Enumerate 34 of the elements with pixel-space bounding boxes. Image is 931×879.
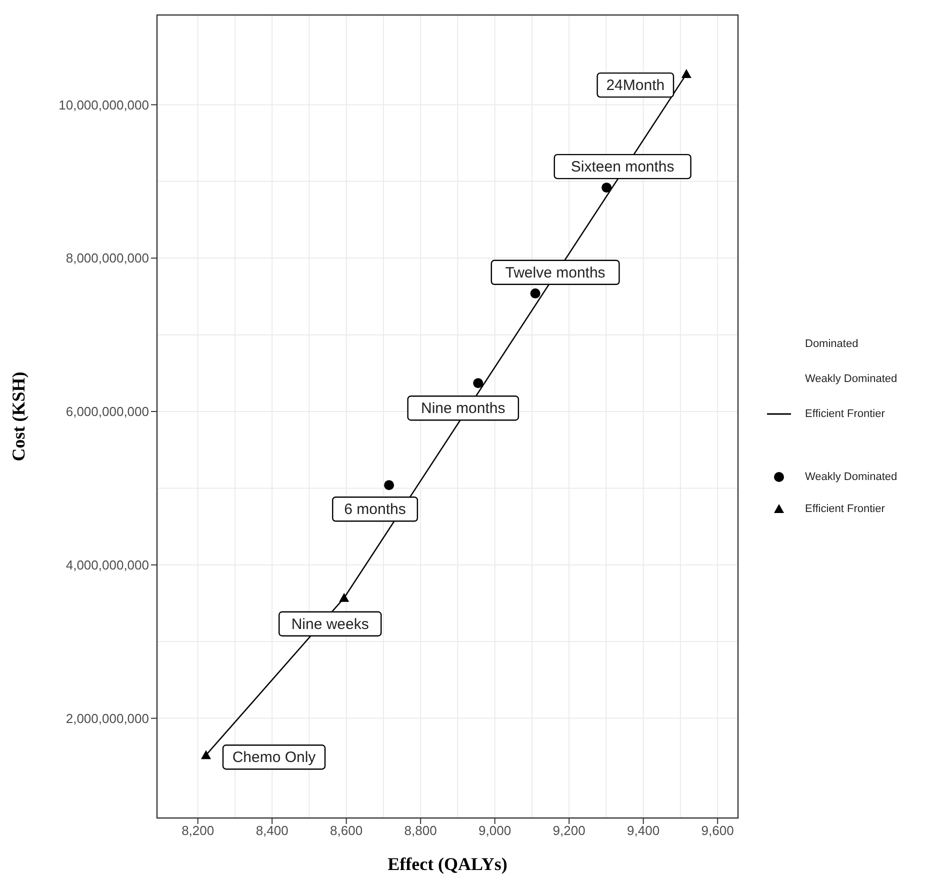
y-tick-label: 10,000,000,000 [58, 97, 149, 112]
annotation: Nine months [421, 400, 506, 418]
x-tick-label: 8,200 [182, 823, 214, 838]
point [339, 592, 350, 602]
y-tick-label: 2,000,000,000 [66, 710, 149, 726]
point [602, 182, 612, 193]
x-tick-label: 9,600 [701, 823, 734, 838]
x-tick-label: 9,200 [552, 823, 586, 838]
legend-label: Efficient Frontier [805, 408, 885, 420]
x-tick-label: 8,600 [330, 823, 363, 838]
x-tick-label: 9,400 [627, 823, 660, 838]
x-tick-label: 8,800 [404, 823, 437, 838]
text: Dominated [805, 338, 858, 350]
annotation: Chemo Only [232, 749, 316, 766]
point [530, 288, 540, 298]
point [681, 69, 692, 78]
y-tick-label: 6,000,000,000 [66, 404, 149, 420]
annotation: Twelve months [505, 264, 606, 282]
x-axis-title: Effect (QALYs) [388, 854, 508, 874]
point [201, 750, 212, 760]
legend-label: Weakly Dominated [805, 471, 898, 483]
point [384, 480, 394, 490]
annotation: Sixteen months [570, 158, 674, 176]
x-tick-label: 9,000 [478, 823, 512, 838]
annotation: Nine weeks [291, 616, 369, 633]
text: Weakly Dominated [805, 372, 898, 384]
x-tick-label: 8,400 [256, 823, 288, 838]
annotation: 24Month [606, 77, 665, 94]
point [473, 378, 484, 388]
y-tick-label: 4,000,000,000 [66, 558, 149, 573]
legend-label: Efficient Frontier [805, 503, 885, 515]
y-axis-title: Cost (KSH) [8, 372, 28, 462]
y-tick-label: 8,000,000,000 [66, 250, 149, 266]
annotation: 6 months [344, 501, 406, 518]
